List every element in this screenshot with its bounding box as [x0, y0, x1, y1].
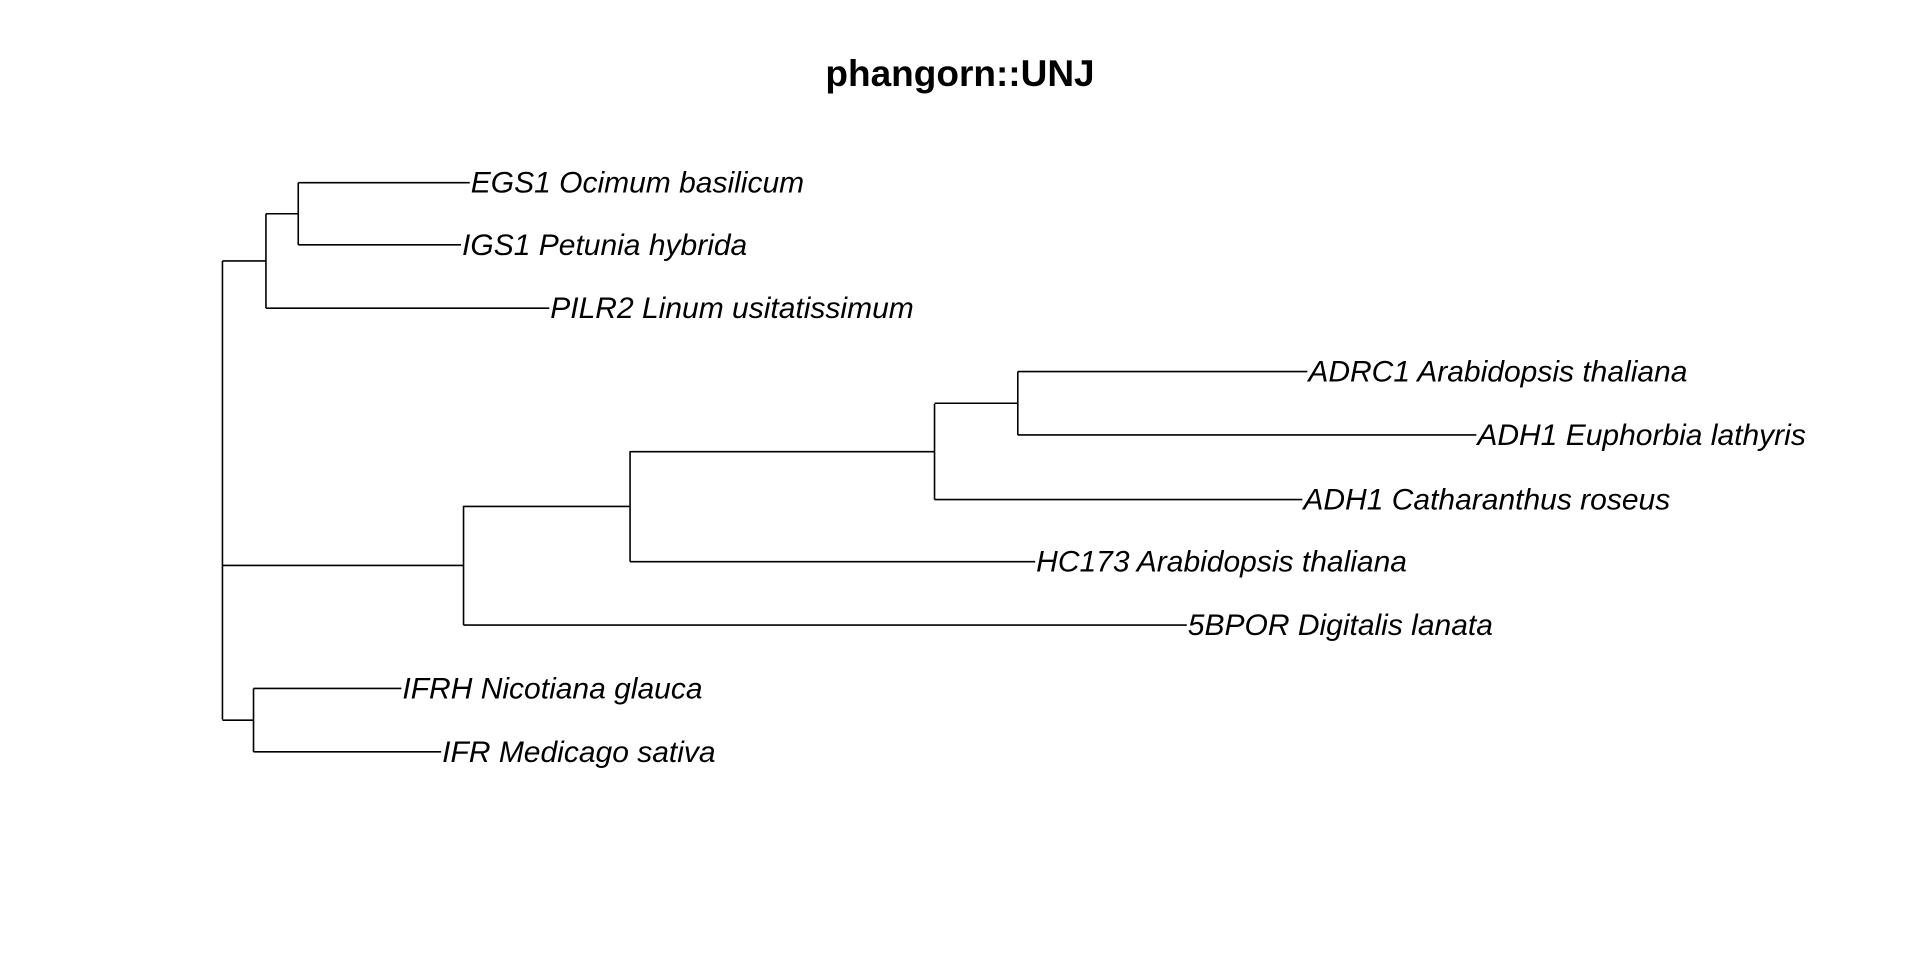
tip-label: 5BPOR Digitalis lanata — [1188, 609, 1493, 642]
tip-label: IFR Medicago sativa — [442, 736, 715, 769]
tip-label: EGS1 Ocimum basilicum — [471, 167, 804, 200]
tip-label: IGS1 Petunia hybrida — [462, 229, 747, 262]
tip-label: IFRH Nicotiana glauca — [402, 672, 702, 705]
tip-labels: EGS1 Ocimum basilicum IGS1 Petunia hybrid… — [402, 167, 1805, 769]
tip-label: HC173 Arabidopsis thaliana — [1036, 546, 1407, 579]
tip-label: ADH1 Catharanthus roseus — [1301, 484, 1670, 517]
tree-branches — [222, 183, 1476, 752]
tip-label: ADRC1 Arabidopsis thaliana — [1306, 356, 1687, 389]
tip-label: ADH1 Euphorbia lathyris — [1475, 419, 1806, 452]
tip-label: PILR2 Linum usitatissimum — [550, 292, 913, 325]
